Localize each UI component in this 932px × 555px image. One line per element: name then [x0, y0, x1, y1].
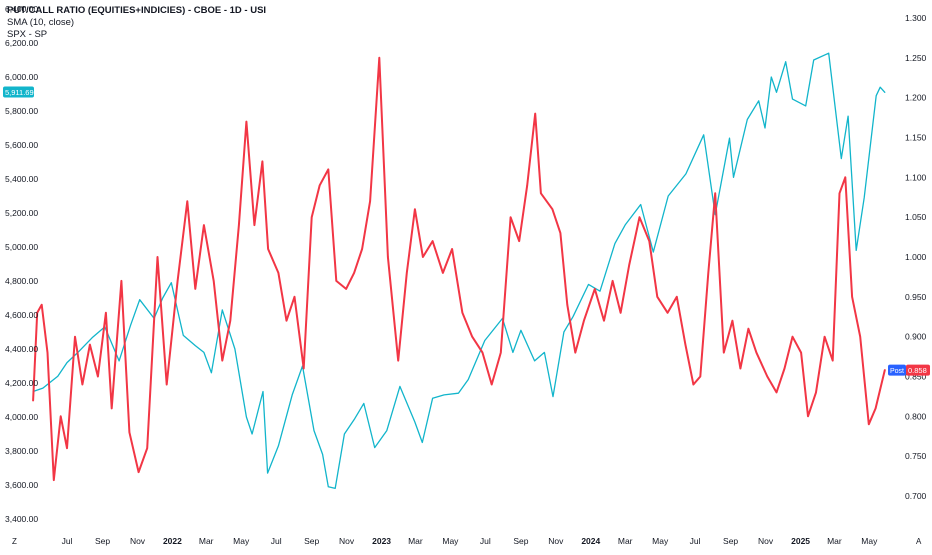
time-axis-tick-label: Jul [480, 536, 491, 546]
left-axis-tick-label: 6,000.00 [5, 72, 38, 82]
time-axis-tick-label: Jul [271, 536, 282, 546]
price-badges: 5,911.69 Post 0.858 [3, 86, 930, 376]
time-axis-tick-label: Nov [130, 536, 146, 546]
time-axis-tick-label: Mar [618, 536, 633, 546]
left-axis-tick-label: 5,600.00 [5, 140, 38, 150]
left-axis-tick-label: 3,400.00 [5, 514, 38, 524]
left-axis-tick-label: 4,000.00 [5, 412, 38, 422]
time-axis[interactable]: Jul Sep Nov 2022 Mar May Jul Sep Nov 2023 Mar May Ju… [62, 536, 879, 546]
time-axis-tick-label: Sep [723, 536, 738, 546]
ratio-current-value-badge [906, 364, 930, 376]
spx-current-price-value: 5,911.69 [5, 88, 34, 97]
time-axis-corner-left[interactable]: Z [12, 537, 17, 546]
left-axis-tick-label: 6,400.00 [5, 4, 38, 14]
right-axis-tick-label: 0.700 [905, 491, 927, 501]
time-axis-tick-label: Nov [339, 536, 355, 546]
time-axis-tick-label: May [442, 536, 459, 546]
left-price-axis[interactable]: 3,400.00 3,600.00 3,800.00 4,000.00 4,200.00… [5, 4, 38, 524]
time-axis-tick-label: 2023 [372, 536, 391, 546]
right-axis-tick-label: 1.250 [905, 53, 927, 63]
right-axis-tick-label: 0.800 [905, 411, 927, 421]
left-axis-tick-label: 5,400.00 [5, 174, 38, 184]
time-axis-tick-label: Jul [690, 536, 701, 546]
left-axis-tick-label: 6,200.00 [5, 38, 38, 48]
time-axis-tick-label: Sep [513, 536, 528, 546]
time-axis-tick-label: Sep [304, 536, 319, 546]
legend-spx-label[interactable]: SPX - SP [7, 29, 48, 40]
time-axis-tick-label: Mar [408, 536, 423, 546]
left-axis-tick-label: 5,800.00 [5, 106, 38, 116]
left-axis-tick-label: 4,800.00 [5, 276, 38, 286]
chart-lines [32, 52, 886, 490]
right-axis-tick-label: 1.200 [905, 93, 927, 103]
time-axis-tick-label: Jul [62, 536, 73, 546]
right-axis-tick-label: 0.950 [905, 292, 927, 302]
legend-title[interactable]: PUT/CALL RATIO (EQUITIES+INDICIES) - CBO… [7, 5, 267, 16]
time-axis-tick-label: Nov [758, 536, 774, 546]
time-axis-tick-label: May [652, 536, 669, 546]
chart-legend: PUT/CALL RATIO (EQUITIES+INDICIES) - CBO… [7, 5, 266, 41]
left-axis-tick-label: 4,400.00 [5, 344, 38, 354]
left-axis-tick-label: 5,000.00 [5, 242, 38, 252]
right-axis-tick-label: 0.850 [905, 372, 927, 382]
right-axis-tick-label: 1.050 [905, 212, 927, 222]
post-market-badge [888, 364, 906, 376]
right-axis-tick-label: 0.900 [905, 332, 927, 342]
left-axis-tick-label: 4,600.00 [5, 310, 38, 320]
post-market-label: Post [890, 368, 904, 375]
ratio-current-value: 0.858 [908, 366, 927, 375]
right-axis-tick-label: 0.750 [905, 451, 927, 461]
time-axis-tick-label: Nov [548, 536, 564, 546]
right-axis-tick-label: 1.300 [905, 13, 927, 23]
right-ratio-axis[interactable]: 0.700 0.750 0.800 0.850 0.900 0.950 1.000 1.050… [905, 13, 927, 501]
left-axis-tick-label: 3,600.00 [5, 480, 38, 490]
left-axis-tick-label: 5,200.00 [5, 208, 38, 218]
right-axis-tick-label: 1.100 [905, 172, 927, 182]
right-axis-tick-label: 1.000 [905, 252, 927, 262]
time-axis-tick-label: May [233, 536, 250, 546]
time-axis-corner-right[interactable]: A [916, 537, 922, 546]
time-axis-tick-label: Mar [827, 536, 842, 546]
legend-sma-label[interactable]: SMA (10, close) [7, 17, 75, 28]
time-axis-tick-label: May [861, 536, 878, 546]
time-axis-tick-label: 2022 [163, 536, 182, 546]
right-axis-tick-label: 1.150 [905, 133, 927, 143]
spx-current-price-badge [3, 86, 34, 98]
time-axis-tick-label: Sep [95, 536, 110, 546]
time-axis-tick-label: 2024 [581, 536, 600, 546]
left-axis-tick-label: 3,800.00 [5, 446, 38, 456]
left-axis-tick-label: 4,200.00 [5, 378, 38, 388]
time-axis-tick-label: Mar [199, 536, 214, 546]
spx-series-line[interactable] [32, 52, 886, 490]
put-call-sma-series-line[interactable] [32, 56, 886, 482]
time-axis-tick-label: 2025 [791, 536, 810, 546]
